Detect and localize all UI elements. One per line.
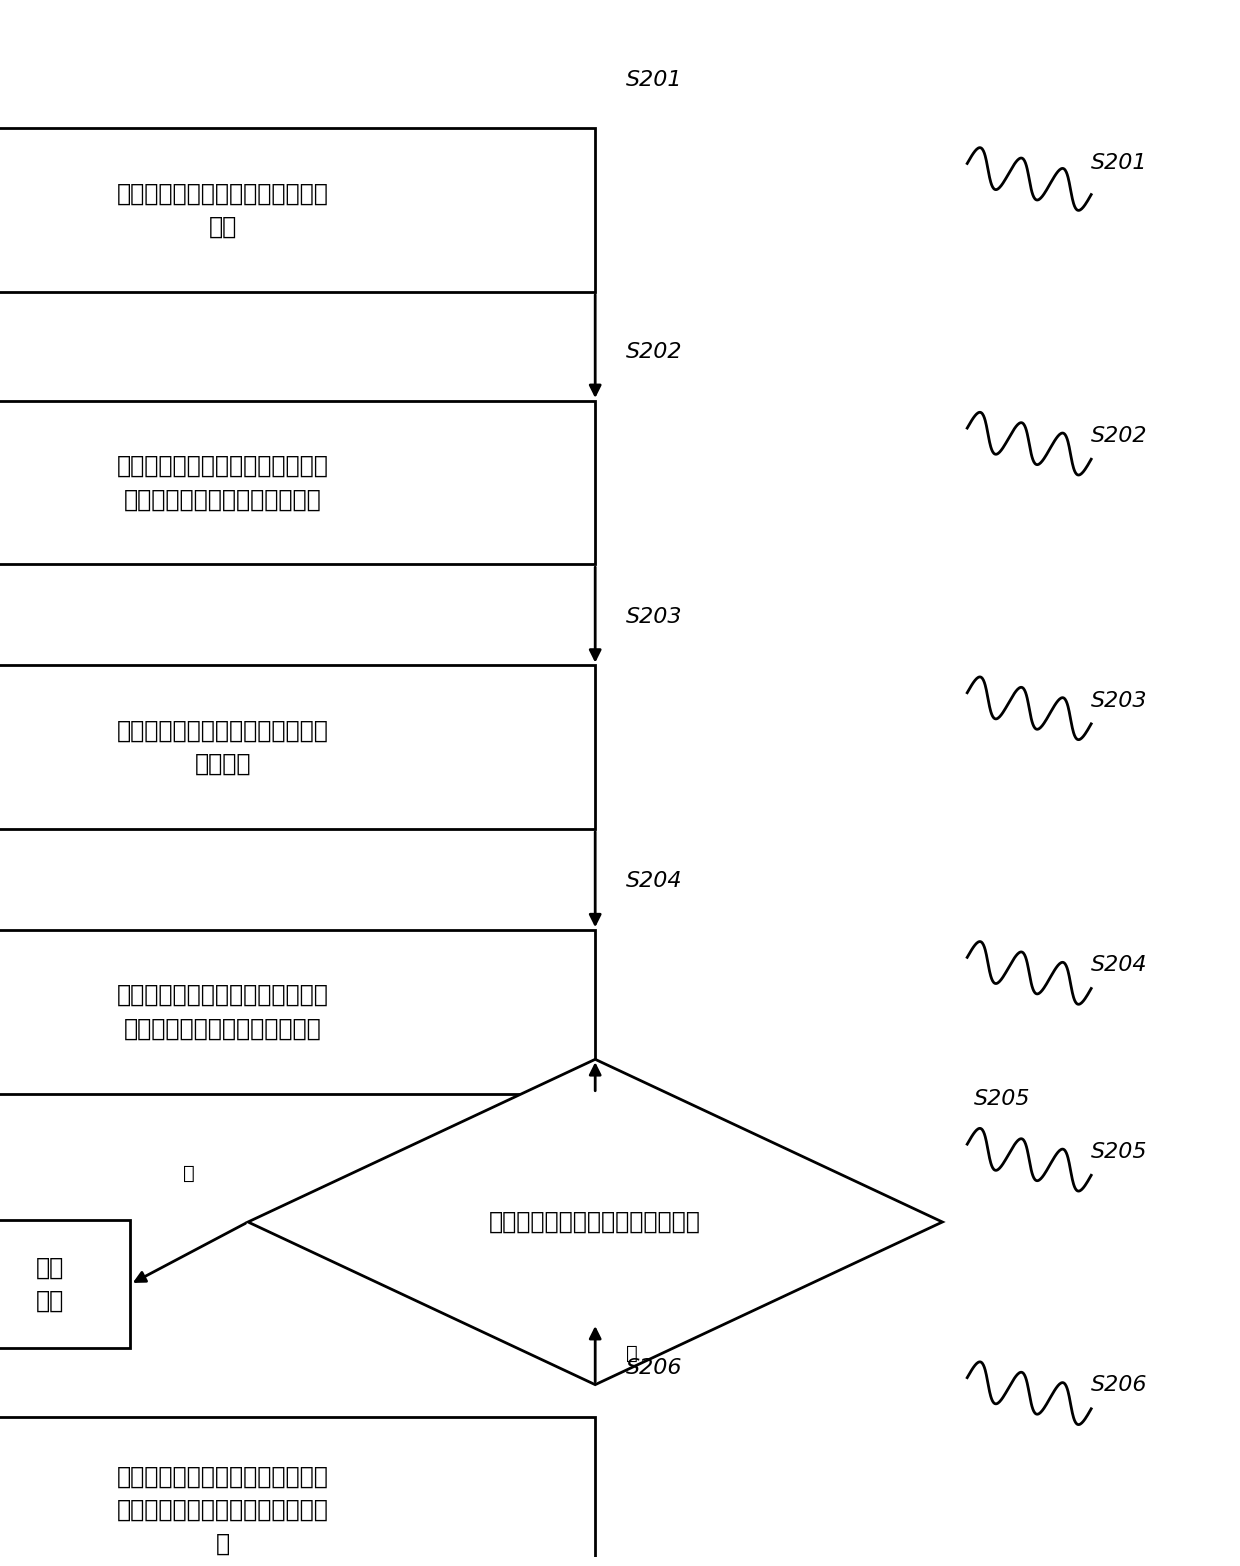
Text: S203: S203: [1091, 691, 1148, 711]
Text: 是: 是: [626, 1345, 637, 1364]
Text: S202: S202: [1091, 426, 1148, 446]
Text: 调编码参数后进行下一路编码，直
至当前帧的编码码率不超过最大码
率: 调编码参数后进行下一路编码，直 至当前帧的编码码率不超过最大码 率: [118, 1464, 329, 1555]
Text: S206: S206: [1091, 1375, 1148, 1395]
FancyBboxPatch shape: [0, 128, 595, 291]
Text: S201: S201: [626, 69, 683, 89]
Text: 判断编码码率是否将超过最大码率: 判断编码码率是否将超过最大码率: [490, 1211, 701, 1234]
Text: S205: S205: [1091, 1142, 1148, 1162]
Text: 否: 否: [184, 1164, 195, 1182]
Text: S201: S201: [1091, 153, 1148, 174]
FancyBboxPatch shape: [0, 1220, 130, 1348]
Text: 结束
流程: 结束 流程: [36, 1256, 63, 1312]
Text: S205: S205: [973, 1088, 1030, 1109]
Polygon shape: [248, 1059, 942, 1384]
Text: S204: S204: [1091, 955, 1148, 976]
Text: S202: S202: [626, 341, 683, 362]
Text: 根据编码参数和最大码率对当前帧
进行编码，编码以多路方式进行: 根据编码参数和最大码率对当前帧 进行编码，编码以多路方式进行: [118, 983, 329, 1040]
Text: S206: S206: [626, 1358, 683, 1378]
FancyBboxPatch shape: [0, 666, 595, 828]
FancyBboxPatch shape: [0, 1417, 595, 1566]
Text: 记录以往完成编码的每一帧的编码
信息: 记录以往完成编码的每一帧的编码 信息: [118, 182, 329, 240]
Text: 根据编码信息以及视频编码的平均
码率，初始化当前帧的编码参数: 根据编码信息以及视频编码的平均 码率，初始化当前帧的编码参数: [118, 454, 329, 512]
FancyBboxPatch shape: [0, 401, 595, 564]
Text: 根据率失真优化算法设置当前帧的
最大码率: 根据率失真优化算法设置当前帧的 最大码率: [118, 719, 329, 777]
FancyBboxPatch shape: [0, 930, 595, 1093]
Text: S203: S203: [626, 606, 683, 626]
Text: S204: S204: [626, 871, 683, 891]
